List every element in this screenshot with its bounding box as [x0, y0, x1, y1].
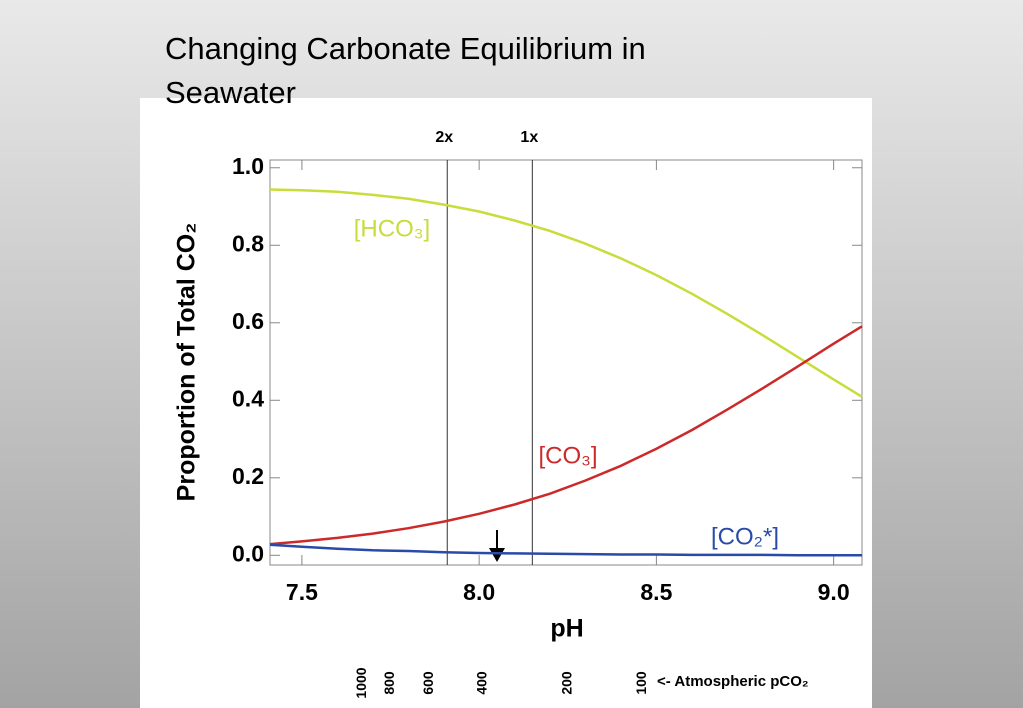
series-line — [269, 325, 863, 546]
x-tick-label: 9.0 — [818, 579, 850, 605]
series-line — [269, 188, 863, 398]
series-label: [CO₂*] — [711, 523, 779, 550]
slide-title: Changing Carbonate Equilibrium in Seawat… — [165, 31, 646, 110]
arrow — [489, 530, 505, 562]
series-label: [HCO₃] — [354, 215, 430, 242]
y-tick-label: 1.0 — [232, 153, 264, 179]
reference-label: 1x — [520, 129, 538, 146]
series-label: [CO₃] — [538, 442, 597, 469]
x-axis-label: pH — [550, 615, 583, 643]
arrow-head — [489, 548, 505, 562]
y-tick-label: 0.8 — [232, 230, 264, 256]
x-tick-label: 7.5 — [286, 579, 318, 605]
pco2-tick-label: 800 — [381, 671, 397, 695]
pco2-tick-label: 400 — [473, 671, 489, 695]
y-tick-label: 0.6 — [232, 308, 264, 334]
x-tick-label: 8.5 — [640, 579, 672, 605]
pco2-tick-label: 100 — [633, 671, 649, 695]
pco2-axis-label: <- Atmospheric pCO₂ — [657, 673, 809, 690]
y-tick-label: 0.4 — [232, 385, 264, 411]
y-tick-label: 0.2 — [232, 463, 264, 489]
chart-panel — [140, 98, 872, 708]
plot-frame — [269, 159, 863, 566]
x-tick-label: 8.0 — [463, 579, 495, 605]
series-line — [269, 543, 862, 557]
reference-label: 2x — [435, 129, 453, 146]
pco2-tick-label: 200 — [558, 671, 574, 695]
pco2-tick-label: 1000 — [353, 667, 369, 698]
y-axis-label: Proportion of Total CO₂ — [173, 223, 201, 502]
pco2-tick-label: 600 — [420, 671, 436, 695]
y-tick-label: 0.0 — [232, 540, 264, 566]
